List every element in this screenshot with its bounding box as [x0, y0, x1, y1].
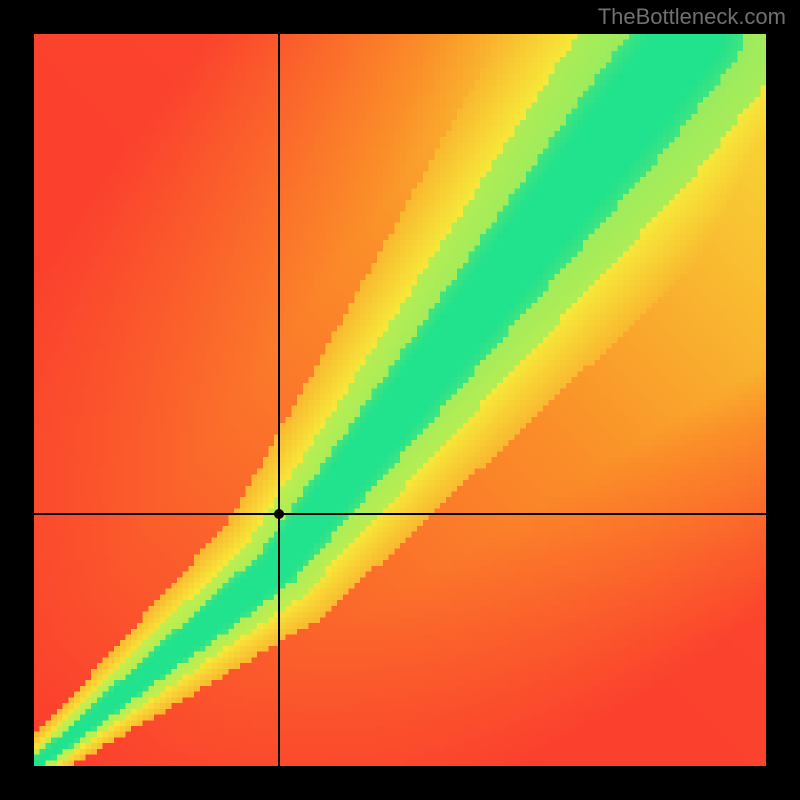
- watermark-text: TheBottleneck.com: [598, 4, 786, 30]
- crosshair-vertical: [278, 34, 280, 766]
- heatmap-canvas: [34, 34, 766, 766]
- crosshair-horizontal: [34, 513, 766, 515]
- plot-area: [34, 34, 766, 766]
- chart-container: TheBottleneck.com: [0, 0, 800, 800]
